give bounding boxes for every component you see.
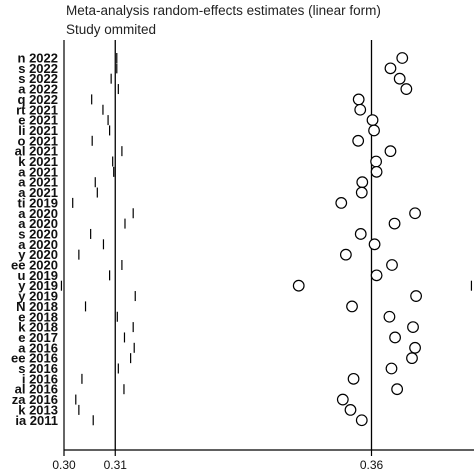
study-label: e 2021: [18, 113, 58, 128]
estimate-point: [344, 404, 357, 416]
estimate-point: [409, 207, 421, 220]
estimate-point: [400, 83, 413, 95]
study-label: e 2018: [18, 309, 58, 324]
study-label: k 2021: [18, 154, 58, 169]
study-label: o 2021: [18, 133, 58, 148]
estimate-point: [354, 103, 367, 116]
estimate-point: [383, 310, 396, 323]
reference-lines: [63, 40, 373, 450]
study-label: N 2018: [16, 299, 58, 314]
estimate-point: [384, 145, 397, 158]
study-label: al 2016: [15, 382, 58, 397]
estimate-point: [366, 114, 379, 126]
study-label: li 2021: [18, 123, 58, 138]
estimate-point: [393, 72, 406, 85]
study-label: n 2022: [18, 51, 58, 66]
x-tick-label: 0.36: [360, 458, 384, 472]
estimate-point: [354, 228, 367, 240]
study-label: i 2016: [22, 371, 58, 386]
estimate-point: [336, 393, 349, 406]
estimate-point: [396, 52, 409, 64]
estimate-point: [391, 383, 404, 396]
study-label: s 2016: [18, 361, 58, 376]
estimate-point: [370, 155, 383, 168]
study-label: y 2020: [18, 247, 58, 262]
x-axis: 0.30 0.31 0.36: [52, 449, 474, 472]
estimate-point: [352, 134, 365, 147]
estimate-point: [346, 300, 358, 313]
study-label: s 2022: [18, 71, 58, 86]
estimate-point: [370, 165, 383, 178]
estimate-point: [368, 124, 380, 137]
estimate-point: [386, 259, 398, 271]
study-label: a 2021: [18, 175, 58, 190]
chart-subtitle: Study ommited: [66, 22, 156, 37]
study-label: y 2019: [18, 289, 58, 304]
estimate-point: [352, 93, 365, 106]
study-label: s 2022: [18, 61, 58, 76]
x-tick-label: 0.31: [104, 458, 128, 472]
study-label: u 2019: [18, 268, 58, 283]
estimate-point: [292, 279, 305, 292]
study-label: q 2022: [18, 92, 58, 107]
study-label: y 2019: [18, 278, 58, 293]
study-label: a 2020: [18, 216, 58, 231]
x-tick-label: 0.30: [52, 458, 76, 472]
study-label: rt 2021: [16, 102, 58, 117]
study-label: al 2021: [15, 144, 58, 159]
estimate-point: [370, 269, 383, 282]
study-label: e 2017: [18, 330, 58, 345]
study-label: ti 2019: [18, 195, 58, 210]
study-label: k 2013: [18, 402, 58, 417]
estimate-point: [355, 414, 368, 427]
estimate-point: [410, 290, 422, 302]
estimate-point: [335, 196, 348, 209]
estimate-point: [347, 372, 360, 385]
study-label: s 2020: [18, 226, 58, 241]
estimate-point: [406, 352, 418, 365]
estimate-point: [384, 62, 397, 75]
estimate-point: [356, 176, 369, 189]
study-label: a 2021: [18, 164, 58, 179]
estimate-point: [385, 362, 398, 375]
study-label: ia 2011: [15, 413, 58, 428]
study-label: a 2021: [18, 185, 58, 200]
study-label: ee 2020: [11, 258, 58, 273]
estimate-point: [339, 248, 352, 261]
study-label: a 2020: [18, 237, 58, 252]
study-marks: [60, 52, 473, 427]
study-label: k 2018: [18, 320, 58, 335]
estimate-point: [389, 331, 401, 344]
study-label: ee 2016: [11, 351, 58, 366]
estimate-point: [355, 186, 368, 199]
estimate-point: [388, 217, 401, 230]
estimate-point: [368, 238, 381, 251]
study-label: a 2020: [18, 206, 58, 221]
estimate-point: [409, 341, 421, 354]
chart-title: Meta-analysis random-effects estimates (…: [66, 3, 381, 18]
study-label: a 2016: [18, 340, 58, 355]
study-label: za 2016: [12, 392, 58, 407]
estimate-point: [407, 321, 419, 334]
study-label: a 2022: [18, 82, 58, 97]
